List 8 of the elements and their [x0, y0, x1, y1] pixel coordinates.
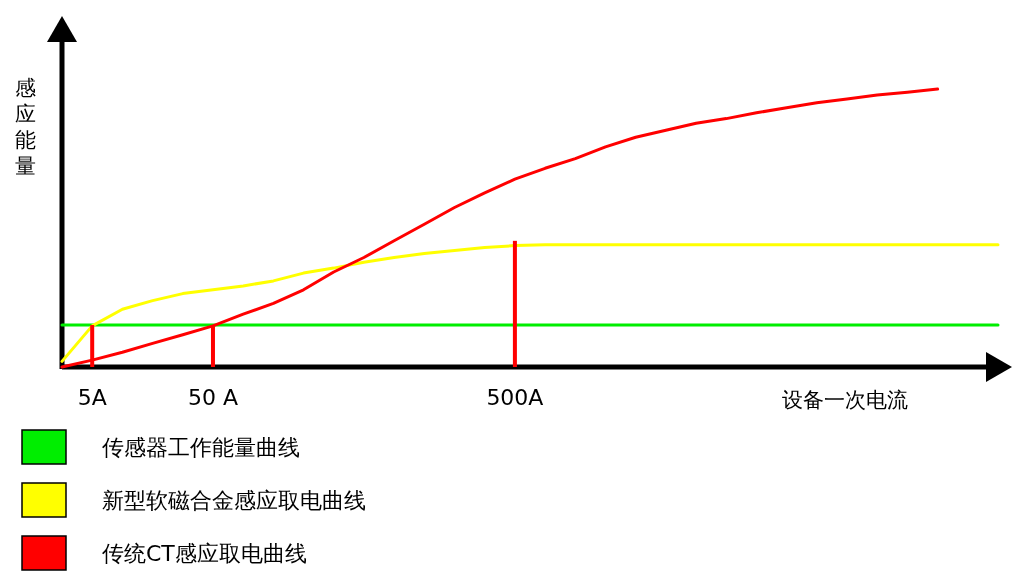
- y-axis-title: 感应能量: [14, 76, 36, 178]
- x-tick-label: 500A: [486, 385, 544, 410]
- x-tick-label: 50 A: [187, 385, 238, 410]
- legend-label: 新型软磁合金感应取电曲线: [102, 488, 366, 513]
- legend-label: 传感器工作能量曲线: [102, 435, 300, 460]
- x-tick-label: 5A: [77, 385, 107, 410]
- x-axis-title: 设备一次电流: [782, 388, 908, 412]
- legend-label: 传统CT感应取电曲线: [102, 541, 307, 566]
